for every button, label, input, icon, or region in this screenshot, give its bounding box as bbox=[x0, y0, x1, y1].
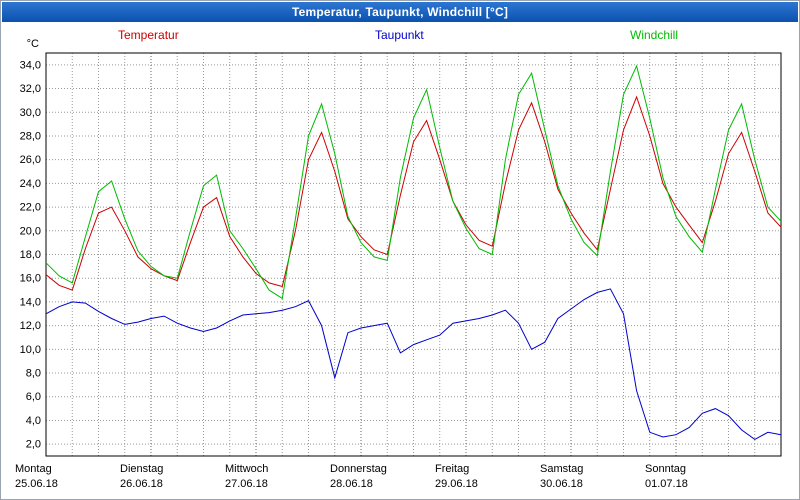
y-tick-label: 22,0 bbox=[20, 202, 41, 214]
x-date-label: 27.06.18 bbox=[225, 478, 268, 490]
x-date-label: 25.06.18 bbox=[15, 478, 58, 490]
series-temperatur bbox=[45, 95, 782, 291]
y-tick-label: 34,0 bbox=[20, 59, 41, 71]
y-tick-label: 30,0 bbox=[20, 107, 41, 119]
chart-plot: 34,0 32,0 30,0 28,0 26,0 24,0 22,0 20,0 18,0 16,0… bbox=[15, 38, 782, 490]
y-tick-label: 6,0 bbox=[26, 391, 41, 403]
chart-legend: Temperatur Taupunkt Windchill bbox=[1, 28, 799, 44]
y-tick-label: 26,0 bbox=[20, 154, 41, 166]
x-date-label: 30.06.18 bbox=[540, 478, 583, 490]
x-day-label: Donnerstag bbox=[330, 463, 387, 475]
y-tick-label: 24,0 bbox=[20, 178, 41, 190]
x-date-label: 28.06.18 bbox=[330, 478, 373, 490]
x-date-label: 26.06.18 bbox=[120, 478, 163, 490]
legend-item-taupunkt: Taupunkt bbox=[375, 28, 424, 42]
window-title: Temperatur, Taupunkt, Windchill [°C] bbox=[291, 5, 509, 19]
x-date-label: 29.06.18 bbox=[435, 478, 478, 490]
y-tick-label: 12,0 bbox=[20, 320, 41, 332]
plot-border bbox=[45, 52, 782, 457]
y-tick-label: 4,0 bbox=[26, 415, 41, 427]
x-day-label: Sonntag bbox=[645, 463, 686, 475]
x-date-label: 01.07.18 bbox=[645, 478, 688, 490]
y-tick-label: 16,0 bbox=[20, 273, 41, 285]
y-tick-label: 20,0 bbox=[20, 225, 41, 237]
series-taupunkt bbox=[45, 288, 782, 440]
x-day-label: Freitag bbox=[435, 463, 469, 475]
window-titlebar[interactable]: Temperatur, Taupunkt, Windchill [°C] bbox=[2, 2, 798, 22]
y-tick-label: 8,0 bbox=[26, 368, 41, 380]
y-tick-label: 14,0 bbox=[20, 296, 41, 308]
y-tick-label: 18,0 bbox=[20, 249, 41, 261]
x-day-label: Montag bbox=[15, 463, 52, 475]
x-day-label: Samstag bbox=[540, 463, 583, 475]
y-tick-label: 2,0 bbox=[26, 439, 41, 451]
y-tick-label: 32,0 bbox=[20, 83, 41, 95]
x-day-label: Dienstag bbox=[120, 463, 163, 475]
series-windchill bbox=[45, 64, 782, 300]
x-day-label: Mittwoch bbox=[225, 463, 268, 475]
legend-item-windchill: Windchill bbox=[630, 28, 679, 42]
legend-item-temperatur: Temperatur bbox=[118, 28, 179, 42]
y-axis-unit: °C bbox=[27, 38, 39, 50]
y-tick-label: 28,0 bbox=[20, 130, 41, 142]
y-tick-label: 10,0 bbox=[20, 344, 41, 356]
